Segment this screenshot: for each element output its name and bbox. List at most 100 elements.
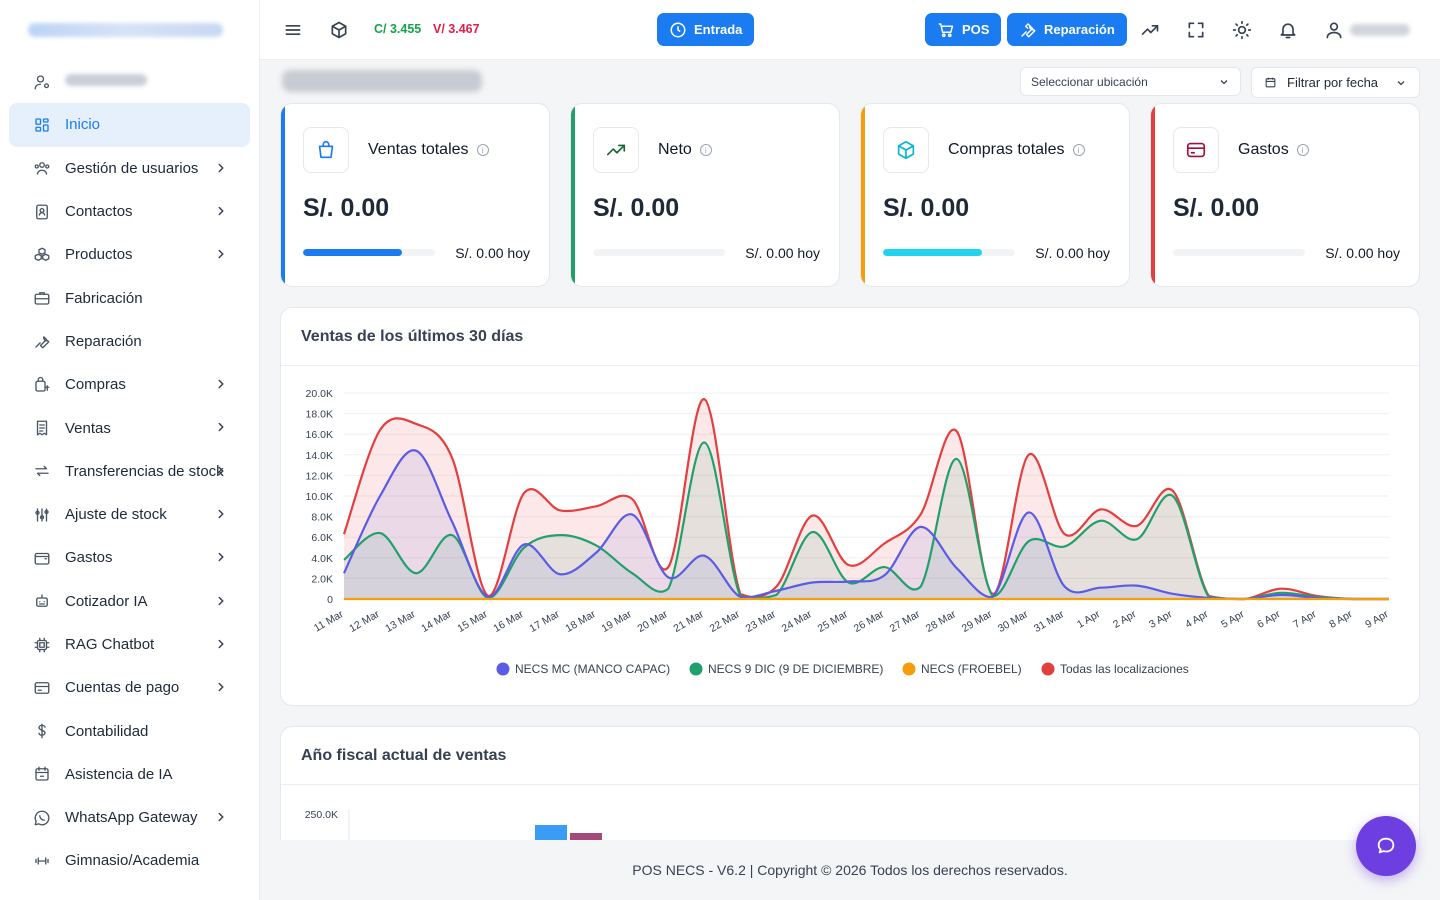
sidebar-item[interactable]: Gestión de usuarios <box>9 147 250 190</box>
x-tick-label: 31 Mar <box>1032 608 1067 635</box>
sidebar-item[interactable]: RAG Chatbot <box>9 623 250 666</box>
sidebar-item[interactable]: Reparación <box>9 320 250 363</box>
whatsapp-icon <box>33 809 51 827</box>
wrench-icon <box>1021 22 1036 37</box>
sidebar-item-label: WhatsApp Gateway <box>65 809 198 827</box>
sidebar-item[interactable]: Gastos <box>9 536 250 579</box>
bell-icon[interactable] <box>1277 19 1299 41</box>
sidebar-item[interactable]: Gimnasio/Academia <box>9 839 250 882</box>
sidebar-item[interactable]: WhatsApp Gateway <box>9 796 250 839</box>
sidebar-item[interactable] <box>9 60 250 103</box>
entrada-label: Entrada <box>694 22 743 37</box>
card-title-label: Neto <box>658 141 692 158</box>
location-select[interactable]: Seleccionar ubicación <box>1020 67 1241 96</box>
card-value: S/. 0.00 <box>1173 194 1260 222</box>
user-name[interactable] <box>1350 24 1410 36</box>
x-tick-label: 22 Mar <box>708 608 743 635</box>
reparacion-button[interactable]: Reparación <box>1007 13 1127 46</box>
y-tick-label: 4.0K <box>311 553 333 565</box>
trending-up-icon[interactable] <box>1139 19 1161 41</box>
box-icon[interactable] <box>328 19 350 41</box>
legend-label[interactable]: Todas las localizaciones <box>1060 662 1189 676</box>
welcome-title <box>282 70 482 92</box>
y-tick-label: 16.0K <box>306 429 333 441</box>
chat-button[interactable] <box>1356 816 1416 876</box>
sidebar-item[interactable]: Contactos <box>9 190 250 233</box>
chevron-right-icon <box>214 247 228 261</box>
card-accent <box>861 104 865 286</box>
fullscreen-icon[interactable] <box>1185 19 1207 41</box>
sidebar-item-label: Reparación <box>65 332 142 350</box>
x-tick-label: 28 Mar <box>924 608 959 635</box>
y-tick-label: 2.0K <box>311 573 333 585</box>
sidebar-item[interactable]: Contabilidad <box>9 709 250 752</box>
y-tick-label: 20.0K <box>306 388 333 400</box>
sidebar-item[interactable]: Ajuste de stock <box>9 493 250 536</box>
sidebar-item[interactable]: Inicio <box>9 103 250 147</box>
sidebar-item[interactable]: Cuentas de pago <box>9 666 250 709</box>
card-title: Gastos i <box>1238 141 1309 159</box>
sidebar-item[interactable]: Fabricación <box>9 276 250 319</box>
series-area <box>344 399 1389 599</box>
brand-logo[interactable] <box>0 0 259 60</box>
legend-label[interactable]: NECS MC (MANCO CAPAC) <box>515 662 670 676</box>
user-icon[interactable] <box>1323 19 1345 41</box>
location-select-label: Seleccionar ubicación <box>1031 74 1148 89</box>
chevron-right-icon <box>214 204 228 218</box>
card-icon <box>1173 127 1219 173</box>
card-today: S/. 0.00 hoy <box>455 245 530 261</box>
legend-marker[interactable] <box>902 662 916 676</box>
chevron-right-icon <box>214 680 228 694</box>
sidebar-item-label: Ventas <box>65 419 111 437</box>
sidebar-item[interactable]: Cotizador IA <box>9 580 250 623</box>
chevron-right-icon <box>214 377 228 391</box>
x-tick-label: 2 Apr <box>1111 608 1139 631</box>
info-icon[interactable]: i <box>1296 144 1309 156</box>
series-area <box>344 442 1389 599</box>
x-tick-label: 13 Mar <box>383 608 418 635</box>
dashboard-icon <box>33 116 51 134</box>
contacts-icon <box>33 203 51 221</box>
pos-button[interactable]: POS <box>925 13 1002 46</box>
x-tick-label: 3 Apr <box>1147 608 1175 631</box>
sidebar-item-label: Gestión de usuarios <box>65 159 199 177</box>
sidebar-item[interactable]: Productos <box>9 233 250 276</box>
info-icon[interactable]: i <box>699 144 712 156</box>
sidebar-item-label <box>65 73 226 90</box>
shopping-bag-icon <box>303 127 349 173</box>
x-tick-label: 21 Mar <box>672 608 707 635</box>
date-filter-button[interactable]: Filtrar por fecha <box>1251 67 1420 98</box>
x-tick-label: 19 Mar <box>599 608 634 635</box>
legend-label[interactable]: NECS (FROEBEL) <box>921 662 1022 676</box>
sidebar-item[interactable]: Asistencia de IA <box>9 753 250 796</box>
legend-label[interactable]: NECS 9 DIC (9 DE DICIEMBRE) <box>708 662 883 676</box>
date-filter-label: Filtrar por fecha <box>1287 75 1379 90</box>
info-icon[interactable]: i <box>476 144 489 156</box>
purchases-icon <box>33 376 51 394</box>
sidebar-item[interactable]: Transferencias de stock <box>9 450 250 493</box>
legend-marker[interactable] <box>1041 662 1055 676</box>
card-today: S/. 0.00 hoy <box>745 245 820 261</box>
stat-card: Ventas totales i S/. 0.00 S/. 0.00 hoy <box>280 103 550 287</box>
x-tick-label: 27 Mar <box>888 608 923 635</box>
sun-icon[interactable] <box>1231 19 1253 41</box>
sidebar-item[interactable]: Ventas <box>9 406 250 449</box>
entrada-button[interactable]: Entrada <box>657 13 755 46</box>
chevron-right-icon <box>214 464 228 478</box>
sidebar-item-label: Cotizador IA <box>65 592 148 610</box>
main-content: Seleccionar ubicación Filtrar por fecha … <box>260 60 1440 840</box>
legend-marker[interactable] <box>496 662 510 676</box>
sidebar-item-label: Asistencia de IA <box>65 765 173 783</box>
chevron-right-icon <box>214 810 228 824</box>
x-tick-label: 4 Apr <box>1183 608 1211 631</box>
info-icon[interactable]: i <box>1072 144 1085 156</box>
card-today: S/. 0.00 hoy <box>1035 245 1110 261</box>
x-tick-label: 16 Mar <box>491 608 526 635</box>
x-tick-label: 8 Apr <box>1327 608 1355 631</box>
legend-marker[interactable] <box>689 662 703 676</box>
hamburger-menu-icon[interactable] <box>282 19 304 41</box>
chevron-right-icon <box>214 420 228 434</box>
sidebar-item-label: Ajuste de stock <box>65 506 167 524</box>
transfer-icon <box>33 462 51 480</box>
sidebar-item[interactable]: Compras <box>9 363 250 406</box>
